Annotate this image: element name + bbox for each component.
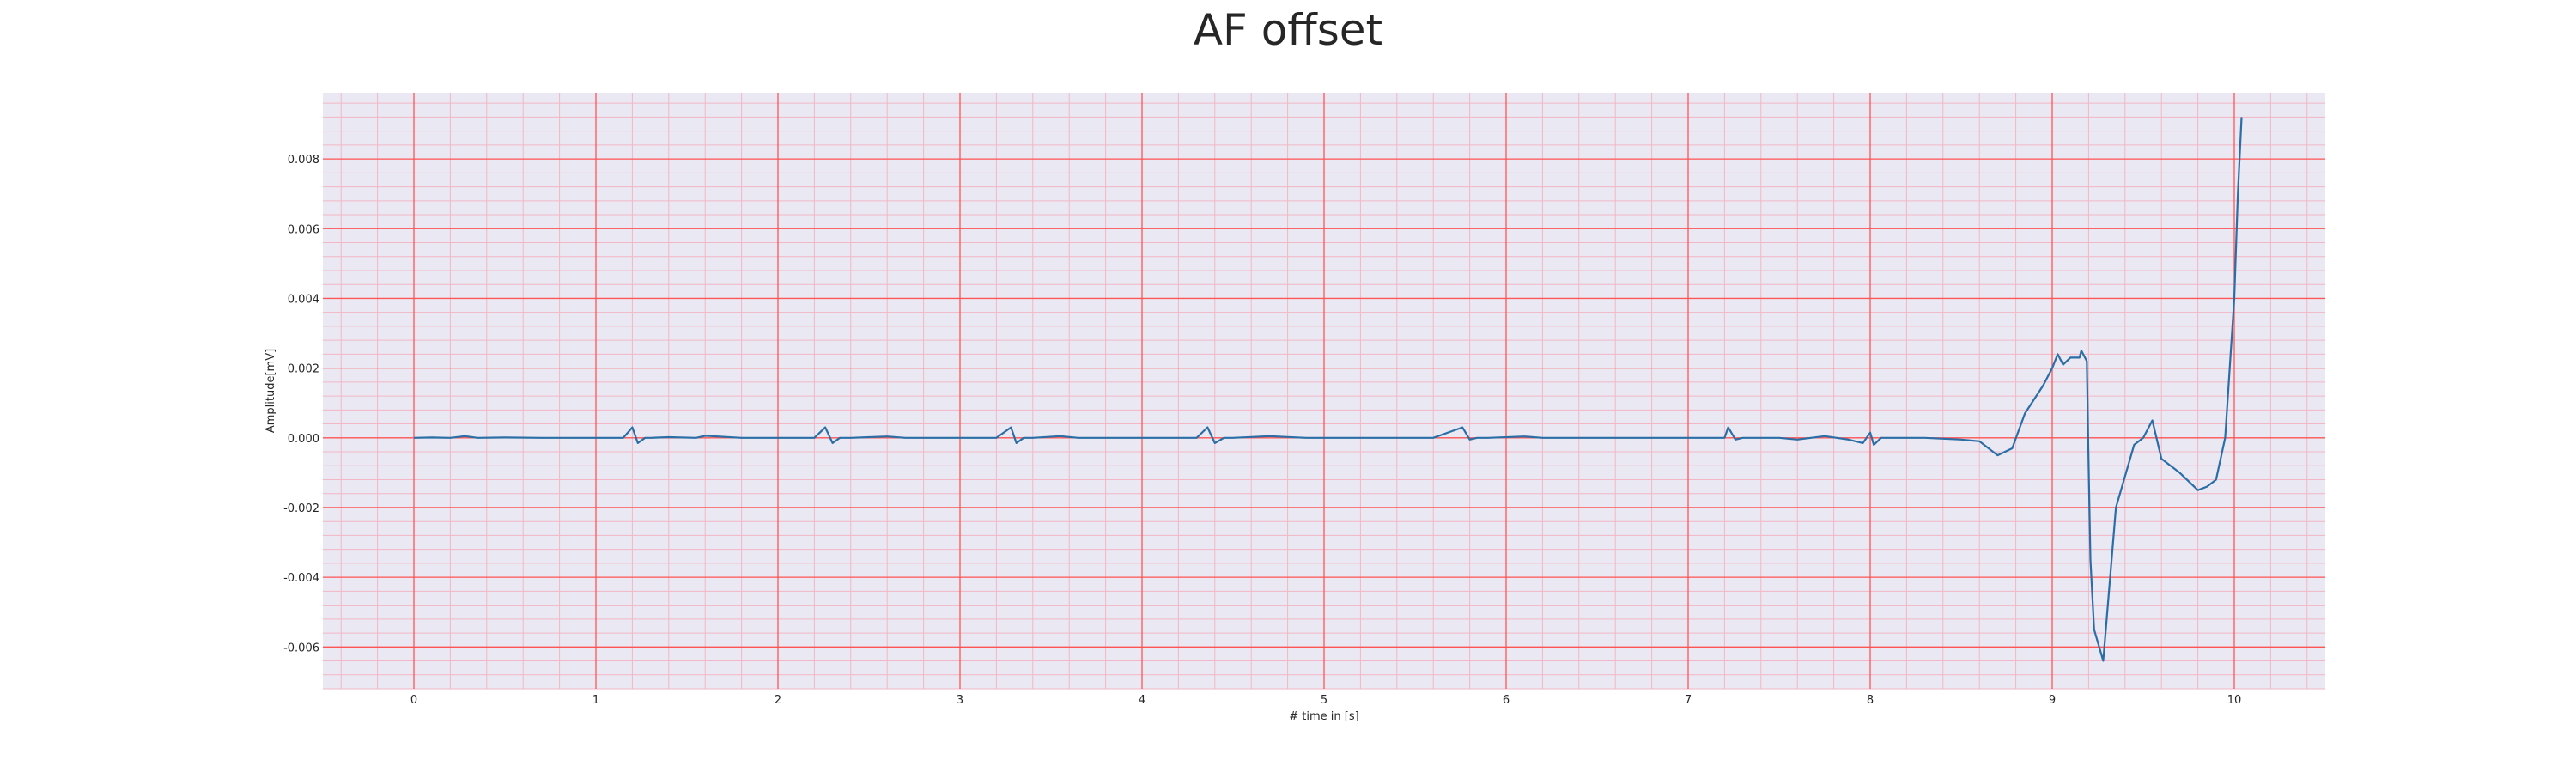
x-tick-label: 9: [2049, 694, 2056, 707]
chart-title: AF offset: [1193, 5, 1383, 55]
y-tick-label: 0.000: [288, 433, 319, 446]
y-axis-ticks: 0.008 0.006 0.004 0.002 0.000 -0.002 -0.004 -0.…: [283, 154, 319, 654]
x-tick-label: 3: [957, 694, 963, 707]
y-tick-label: -0.002: [283, 502, 319, 515]
x-axis-ticks: 0 1 2 3 4 5 6 7 8 9 10: [410, 694, 2241, 707]
x-tick-label: 5: [1321, 694, 1327, 707]
x-tick-label: 2: [775, 694, 781, 707]
y-axis-label: Amplitude[mV]: [264, 349, 277, 433]
y-tick-label: -0.004: [283, 572, 319, 585]
x-tick-label: 1: [592, 694, 599, 707]
x-tick-label: 8: [1867, 694, 1874, 707]
y-tick-label: -0.006: [283, 642, 319, 654]
x-tick-label: 0: [410, 694, 417, 707]
series-line: [413, 117, 2243, 662]
x-tick-label: 4: [1139, 694, 1145, 707]
y-tick-label: 0.002: [288, 363, 319, 376]
x-axis-label: # time in [s]: [1289, 710, 1358, 723]
y-tick-label: 0.006: [288, 223, 319, 236]
y-tick-label: 0.008: [288, 154, 319, 167]
x-tick-label: 10: [2227, 694, 2242, 707]
y-tick-label: 0.004: [288, 293, 319, 306]
x-tick-label: 7: [1685, 694, 1692, 707]
x-tick-label: 6: [1503, 694, 1510, 707]
